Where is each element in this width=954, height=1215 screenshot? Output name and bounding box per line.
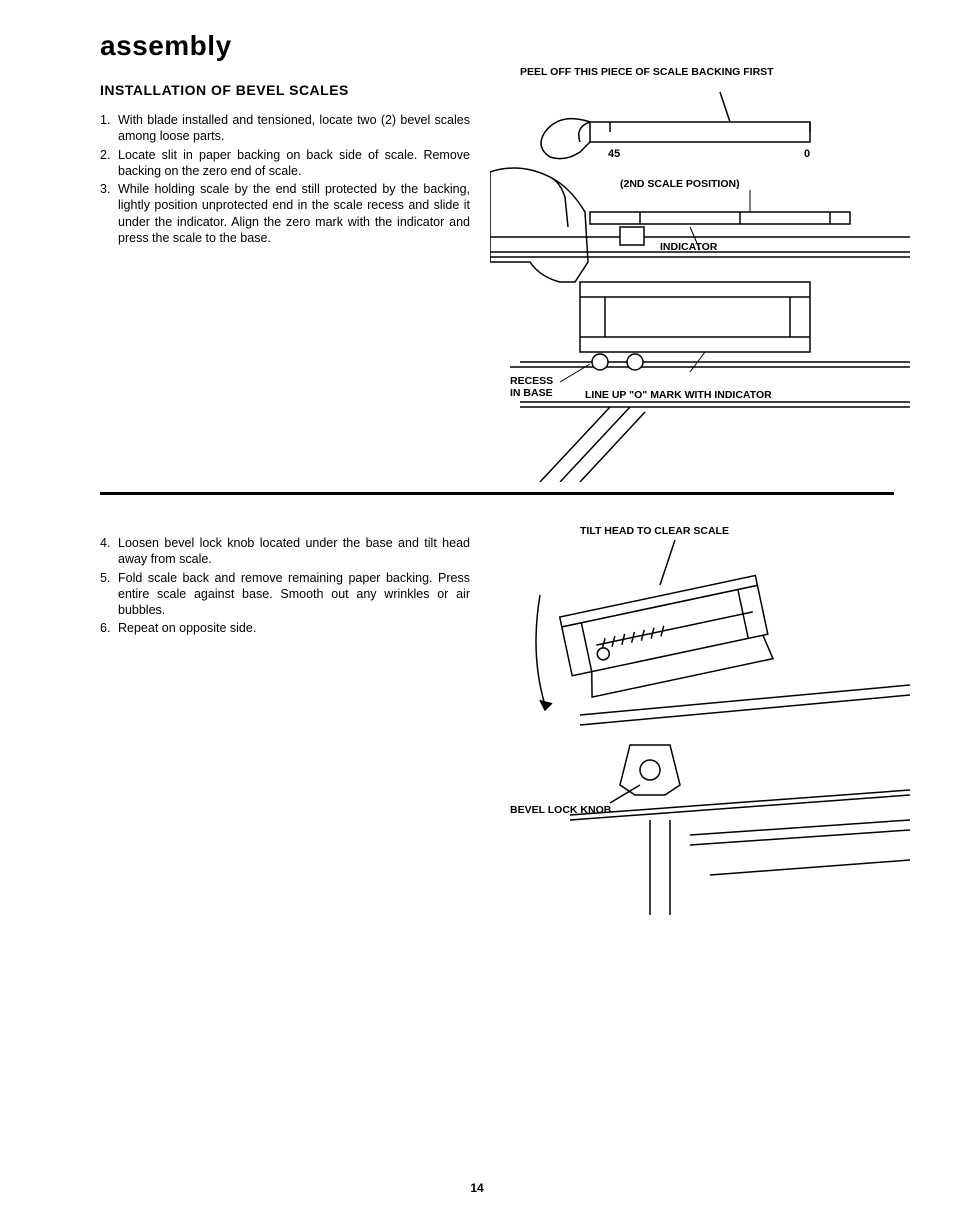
indicator-label: INDICATOR (660, 241, 718, 253)
bevel-knob-label: BEVEL LOCK KNOB (510, 804, 612, 816)
section-1: PEEL OFF THIS PIECE OF SCALE BACKING FIR… (100, 82, 894, 495)
scale-45-label: 45 (608, 148, 620, 160)
list-item: 2.Locate slit in paper backing on back s… (100, 147, 470, 180)
second-scale-label: (2ND SCALE POSITION) (620, 178, 740, 190)
lineup-label: LINE UP "O" MARK WITH INDICATOR (585, 389, 772, 401)
list-item: 6.Repeat on opposite side. (100, 620, 470, 636)
diagram1-top-label: PEEL OFF THIS PIECE OF SCALE BACKING FIR… (520, 66, 774, 78)
diagram1-svg: 45 0 (2ND SCALE POSITION) (490, 82, 910, 482)
section-divider (100, 492, 894, 495)
section1-text: INSTALLATION OF BEVEL SCALES 1.With blad… (100, 82, 470, 482)
page-number: 14 (470, 1181, 483, 1195)
section1-title: INSTALLATION OF BEVEL SCALES (100, 82, 470, 98)
list-item: 4.Loosen bevel lock knob located under t… (100, 535, 470, 568)
list-item: 5.Fold scale back and remove remaining p… (100, 570, 470, 619)
section2-steps: 4.Loosen bevel lock knob located under t… (100, 535, 470, 637)
list-item: 1.With blade installed and tensioned, lo… (100, 112, 470, 145)
recess-label-1: RECESS (510, 375, 553, 387)
section-2: 4.Loosen bevel lock knob located under t… (100, 535, 894, 915)
scale-0-label: 0 (804, 148, 810, 160)
diagram1: 45 0 (2ND SCALE POSITION) (490, 82, 910, 482)
diagram2-top-label: TILT HEAD TO CLEAR SCALE (580, 525, 729, 537)
section2-text: 4.Loosen bevel lock knob located under t… (100, 535, 470, 915)
page-title: assembly (100, 30, 894, 62)
section1-steps: 1.With blade installed and tensioned, lo… (100, 112, 470, 246)
diagram2: TILT HEAD TO CLEAR SCALE (490, 535, 910, 915)
recess-label-2: IN BASE (510, 387, 553, 399)
diagram2-svg: BEVEL LOCK KNOB (490, 535, 910, 915)
list-item: 3.While holding scale by the end still p… (100, 181, 470, 246)
